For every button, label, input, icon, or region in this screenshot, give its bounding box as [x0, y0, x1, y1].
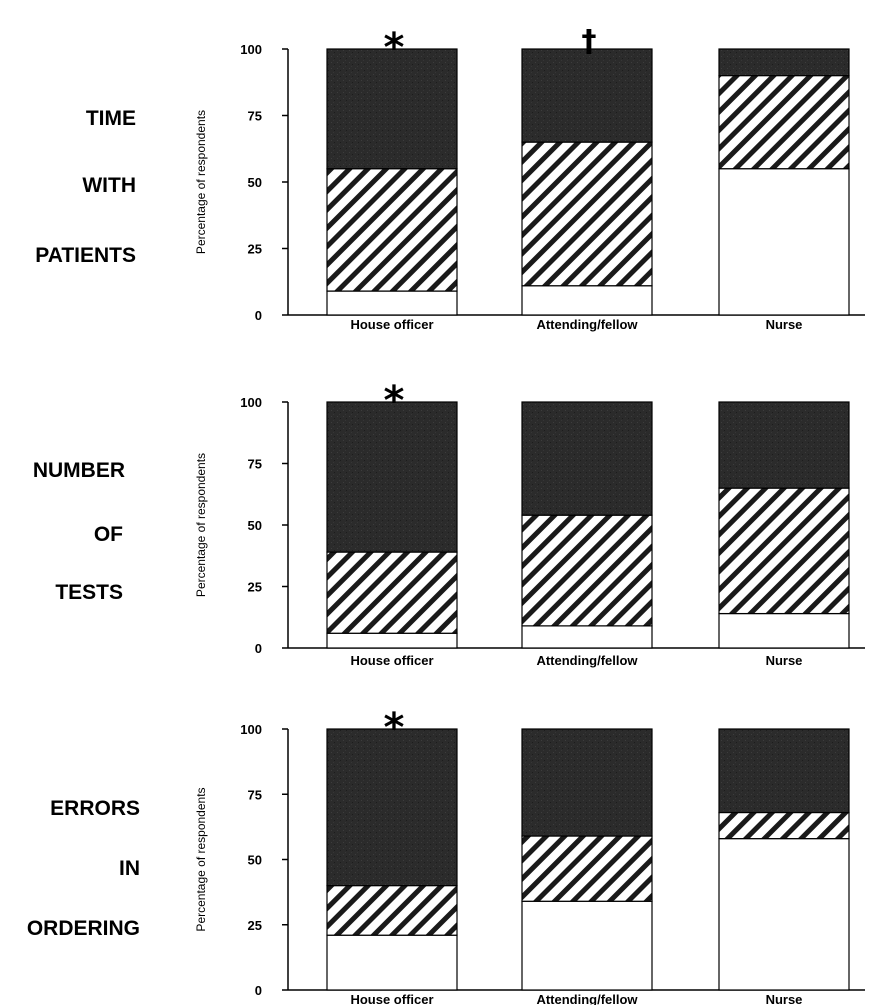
y-tick-label: 75: [248, 787, 262, 802]
bar-segment-light: [718, 612, 850, 649]
row-label-line: IN: [119, 857, 140, 880]
row-label-line: TESTS: [55, 581, 123, 604]
y-tick-label: 50: [248, 518, 262, 533]
x-category-label: Nurse: [766, 992, 803, 1005]
chart-panel-1: TIME WITH PATIENTS Percentage of respondent…: [35, 24, 865, 332]
bar-segment-dark: [326, 48, 458, 170]
bar-segment-dark: [326, 401, 458, 553]
y-tick-label: 25: [248, 242, 262, 257]
row-label-line: ORDERING: [27, 917, 140, 940]
y-axis-label: Percentage of respondents: [194, 787, 208, 931]
x-category-label: Nurse: [766, 653, 803, 668]
y-tick-label: 100: [240, 722, 262, 737]
row-label-line: ERRORS: [50, 797, 140, 820]
x-category-label: Nurse: [766, 317, 803, 332]
bar-segment-dark: [718, 48, 850, 77]
bar-segment-hatch: [718, 74, 850, 170]
bar-segment-hatch: [326, 168, 458, 292]
x-category-label: Attending/fellow: [536, 992, 638, 1005]
bar-segment-light: [718, 168, 850, 316]
bar-segment-dark: [718, 401, 850, 489]
row-label-line: NUMBER: [33, 459, 125, 482]
y-tick-label: 100: [240, 395, 262, 410]
x-category-label: House officer: [350, 317, 433, 332]
x-category-label: Attending/fellow: [536, 653, 638, 668]
y-tick-label: 75: [248, 457, 262, 472]
significance-marker: *: [384, 378, 405, 424]
bar-segment-hatch: [521, 514, 653, 627]
bar-segment-hatch: [718, 487, 850, 615]
y-tick-label: 75: [248, 109, 262, 124]
significance-marker: *: [384, 705, 405, 751]
bar-segment-dark: [718, 728, 850, 814]
y-tick-label: 25: [248, 918, 262, 933]
bar-segment-dark: [521, 401, 653, 516]
x-category-label: Attending/fellow: [536, 317, 638, 332]
y-tick-label: 50: [248, 175, 262, 190]
bar-segment-dark: [326, 728, 458, 887]
row-label-line: WITH: [82, 174, 136, 197]
x-category-label: House officer: [350, 653, 433, 668]
bar-segment-hatch: [326, 884, 458, 936]
significance-marker: *: [384, 25, 405, 71]
bar-segment-light: [521, 900, 653, 991]
y-tick-label: 0: [255, 308, 262, 323]
bar-segment-dark: [521, 48, 653, 143]
y-tick-label: 0: [255, 641, 262, 656]
row-label-line: TIME: [86, 107, 136, 130]
bar-segment-light: [718, 838, 850, 991]
bar-segment-dark: [521, 728, 653, 837]
bar-segment-light: [326, 632, 458, 649]
y-tick-label: 25: [248, 580, 262, 595]
bar-segment-light: [326, 290, 458, 316]
bar-segment-hatch: [521, 141, 653, 287]
bar-segment-light: [326, 934, 458, 991]
chart-panel-3: ERRORS IN ORDERING Percentage of respondent…: [27, 705, 865, 1005]
bar-segment-light: [521, 625, 653, 649]
row-label-line: PATIENTS: [35, 244, 136, 267]
y-tick-label: 100: [240, 42, 262, 57]
bar-segment-hatch: [521, 835, 653, 902]
row-label-line: OF: [94, 523, 123, 546]
chart-panel-2: NUMBER OF TESTS Percentage of respondents 0 2…: [33, 378, 865, 668]
bar-segment-light: [521, 285, 653, 316]
y-axis-label: Percentage of respondents: [194, 453, 208, 597]
bar-segment-hatch: [326, 551, 458, 634]
y-tick-label: 0: [255, 983, 262, 998]
y-tick-label: 50: [248, 853, 262, 868]
y-axis-label: Percentage of respondents: [194, 110, 208, 254]
significance-marker: †: [582, 24, 597, 59]
bar-segment-hatch: [718, 811, 850, 840]
x-category-label: House officer: [350, 992, 433, 1005]
